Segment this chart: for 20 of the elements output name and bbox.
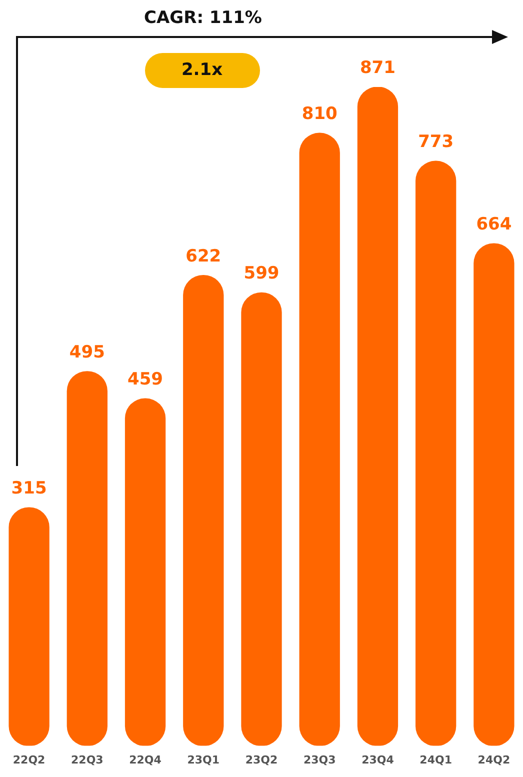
data-label: 495 — [69, 342, 105, 362]
text: CAGR: 111% — [144, 8, 262, 28]
data-label: 622 — [186, 246, 222, 266]
data-label: 664 — [476, 214, 512, 234]
x-tick-label: 23Q3 — [303, 753, 336, 766]
data-label: 315 — [11, 478, 47, 498]
x-tick-label: 23Q2 — [245, 753, 278, 766]
data-label: 599 — [244, 264, 280, 284]
x-tick-label: 22Q3 — [71, 753, 104, 766]
x-tick-label: 24Q1 — [420, 753, 452, 766]
x-tick-label: 22Q4 — [129, 753, 162, 766]
data-label: 810 — [302, 104, 338, 124]
x-tick-label: 23Q4 — [362, 753, 394, 766]
x-tick-label: 22Q2 — [12, 753, 46, 766]
data-label: 871 — [360, 58, 396, 78]
data-label: 773 — [418, 132, 454, 152]
x-tick-label: 23Q1 — [187, 753, 220, 766]
x-tick-label: 24Q2 — [478, 753, 510, 766]
text: 2.1x — [181, 60, 223, 80]
data-label: 459 — [128, 370, 164, 390]
